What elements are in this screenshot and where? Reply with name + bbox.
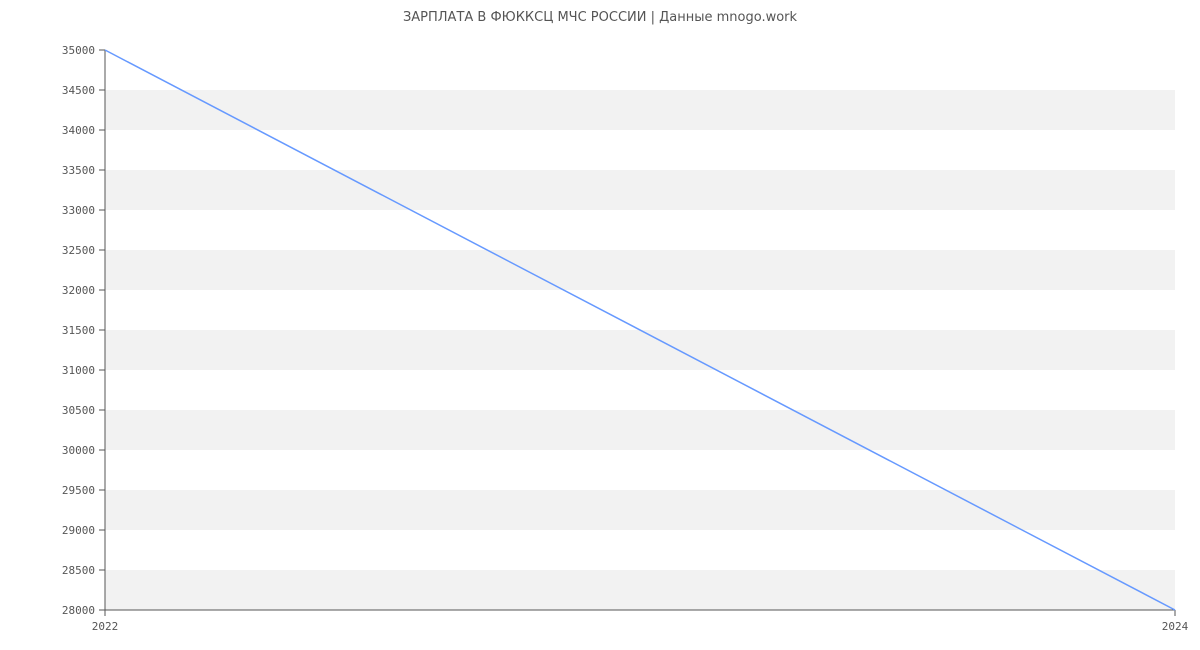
svg-text:28000: 28000: [62, 604, 95, 617]
svg-text:32500: 32500: [62, 244, 95, 257]
svg-text:35000: 35000: [62, 44, 95, 57]
svg-text:32000: 32000: [62, 284, 95, 297]
chart-title: ЗАРПЛАТА В ФЮККСЦ МЧС РОССИИ | Данные mn…: [0, 10, 1200, 25]
svg-text:28500: 28500: [62, 564, 95, 577]
svg-text:30500: 30500: [62, 404, 95, 417]
svg-text:29500: 29500: [62, 484, 95, 497]
svg-text:31000: 31000: [62, 364, 95, 377]
salary-line-chart: ЗАРПЛАТА В ФЮККСЦ МЧС РОССИИ | Данные mn…: [0, 0, 1200, 650]
svg-text:30000: 30000: [62, 444, 95, 457]
svg-text:2024: 2024: [1162, 620, 1189, 633]
svg-text:2022: 2022: [92, 620, 119, 633]
svg-text:34000: 34000: [62, 124, 95, 137]
chart-svg: 28000 28500 29000 29500 30000 30500 31000 31500…: [0, 0, 1200, 650]
svg-text:33000: 33000: [62, 204, 95, 217]
svg-text:31500: 31500: [62, 324, 95, 337]
svg-text:34500: 34500: [62, 84, 95, 97]
svg-text:33500: 33500: [62, 164, 95, 177]
svg-text:29000: 29000: [62, 524, 95, 537]
